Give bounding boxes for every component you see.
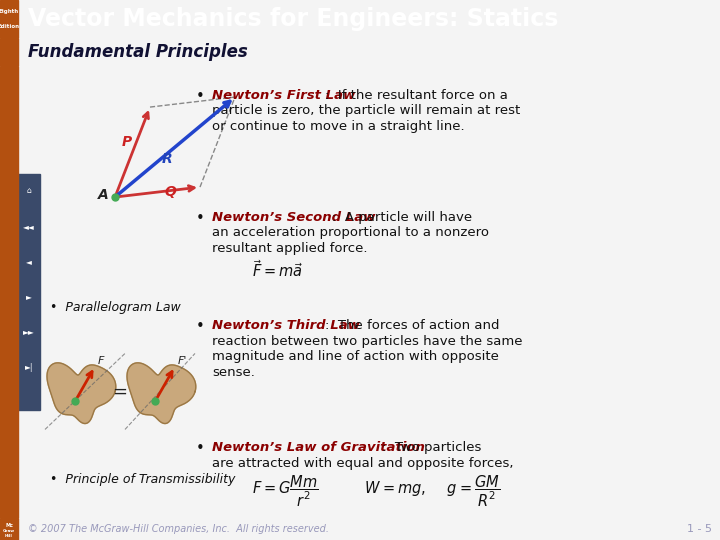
Text: ◄: ◄: [26, 257, 32, 266]
Text: ►: ►: [26, 292, 32, 301]
Text: ⌂: ⌂: [27, 186, 32, 195]
Text: F: F: [98, 356, 104, 367]
Text: •  Principle of Transmissibility: • Principle of Transmissibility: [50, 473, 235, 486]
Text: •: •: [196, 89, 204, 104]
Text: $\vec{F} = m\vec{a}$: $\vec{F} = m\vec{a}$: [252, 259, 303, 280]
Text: sense.: sense.: [212, 366, 255, 379]
Text: P: P: [122, 135, 132, 149]
Text: •: •: [196, 319, 204, 334]
Text: $F = G\dfrac{Mm}{r^2}$          $W = mg,$    $g = \dfrac{GM}{R^2}$: $F = G\dfrac{Mm}{r^2}$ $W = mg,$ $g = \d…: [252, 474, 500, 509]
Text: Edition: Edition: [0, 24, 20, 29]
Text: magnitude and line of action with opposite: magnitude and line of action with opposi…: [212, 350, 499, 363]
Text: Newton’s First Law: Newton’s First Law: [212, 89, 356, 102]
Bar: [0, 518, 18, 540]
Text: reaction between two particles have the same: reaction between two particles have the …: [212, 335, 523, 348]
Text: A: A: [98, 188, 109, 202]
Text: particle is zero, the particle will remain at rest: particle is zero, the particle will rema…: [212, 104, 521, 117]
Text: are attracted with equal and opposite forces,: are attracted with equal and opposite fo…: [212, 457, 513, 470]
Text: © 2007 The McGraw-Hill Companies, Inc.  All rights reserved.: © 2007 The McGraw-Hill Companies, Inc. A…: [28, 524, 329, 534]
Polygon shape: [47, 363, 116, 423]
Bar: [18, 174, 40, 409]
Text: :  Two particles: : Two particles: [382, 441, 482, 454]
Text: an acceleration proportional to a nonzero: an acceleration proportional to a nonzer…: [212, 226, 489, 239]
Bar: [0, 38, 18, 66]
Text: R: R: [162, 152, 172, 166]
Text: Newton’s Law of Gravitation: Newton’s Law of Gravitation: [212, 441, 425, 454]
Polygon shape: [127, 363, 196, 423]
Text: :  The forces of action and: : The forces of action and: [325, 319, 500, 332]
Text: Newton’s Second Law: Newton’s Second Law: [212, 211, 376, 224]
Text: ►►: ►►: [23, 327, 35, 336]
Text: Mc: Mc: [5, 523, 13, 528]
Text: •: •: [196, 211, 204, 226]
Text: ►|: ►|: [24, 363, 33, 372]
Bar: [0, 66, 18, 518]
Text: :  A particle will have: : A particle will have: [332, 211, 472, 224]
Bar: [0, 0, 18, 38]
Text: resultant applied force.: resultant applied force.: [212, 241, 367, 255]
Text: =: =: [112, 382, 127, 401]
Text: F': F': [178, 356, 187, 367]
Text: Eighth: Eighth: [0, 9, 19, 14]
Text: 1 - 5: 1 - 5: [687, 524, 712, 534]
Text: ◄◄: ◄◄: [23, 222, 35, 231]
Text: •: •: [196, 441, 204, 456]
Text: Newton’s Third Law: Newton’s Third Law: [212, 319, 360, 332]
Text: Hill: Hill: [5, 534, 13, 538]
Text: :  If the resultant force on a: : If the resultant force on a: [325, 89, 508, 102]
Text: or continue to move in a straight line.: or continue to move in a straight line.: [212, 119, 464, 133]
Text: Graw: Graw: [3, 529, 15, 533]
Text: •  Parallelogram Law: • Parallelogram Law: [50, 301, 181, 314]
Text: Fundamental Principles: Fundamental Principles: [28, 43, 248, 61]
Text: Vector Mechanics for Engineers: Statics: Vector Mechanics for Engineers: Statics: [28, 7, 559, 31]
Text: Q: Q: [164, 185, 176, 199]
